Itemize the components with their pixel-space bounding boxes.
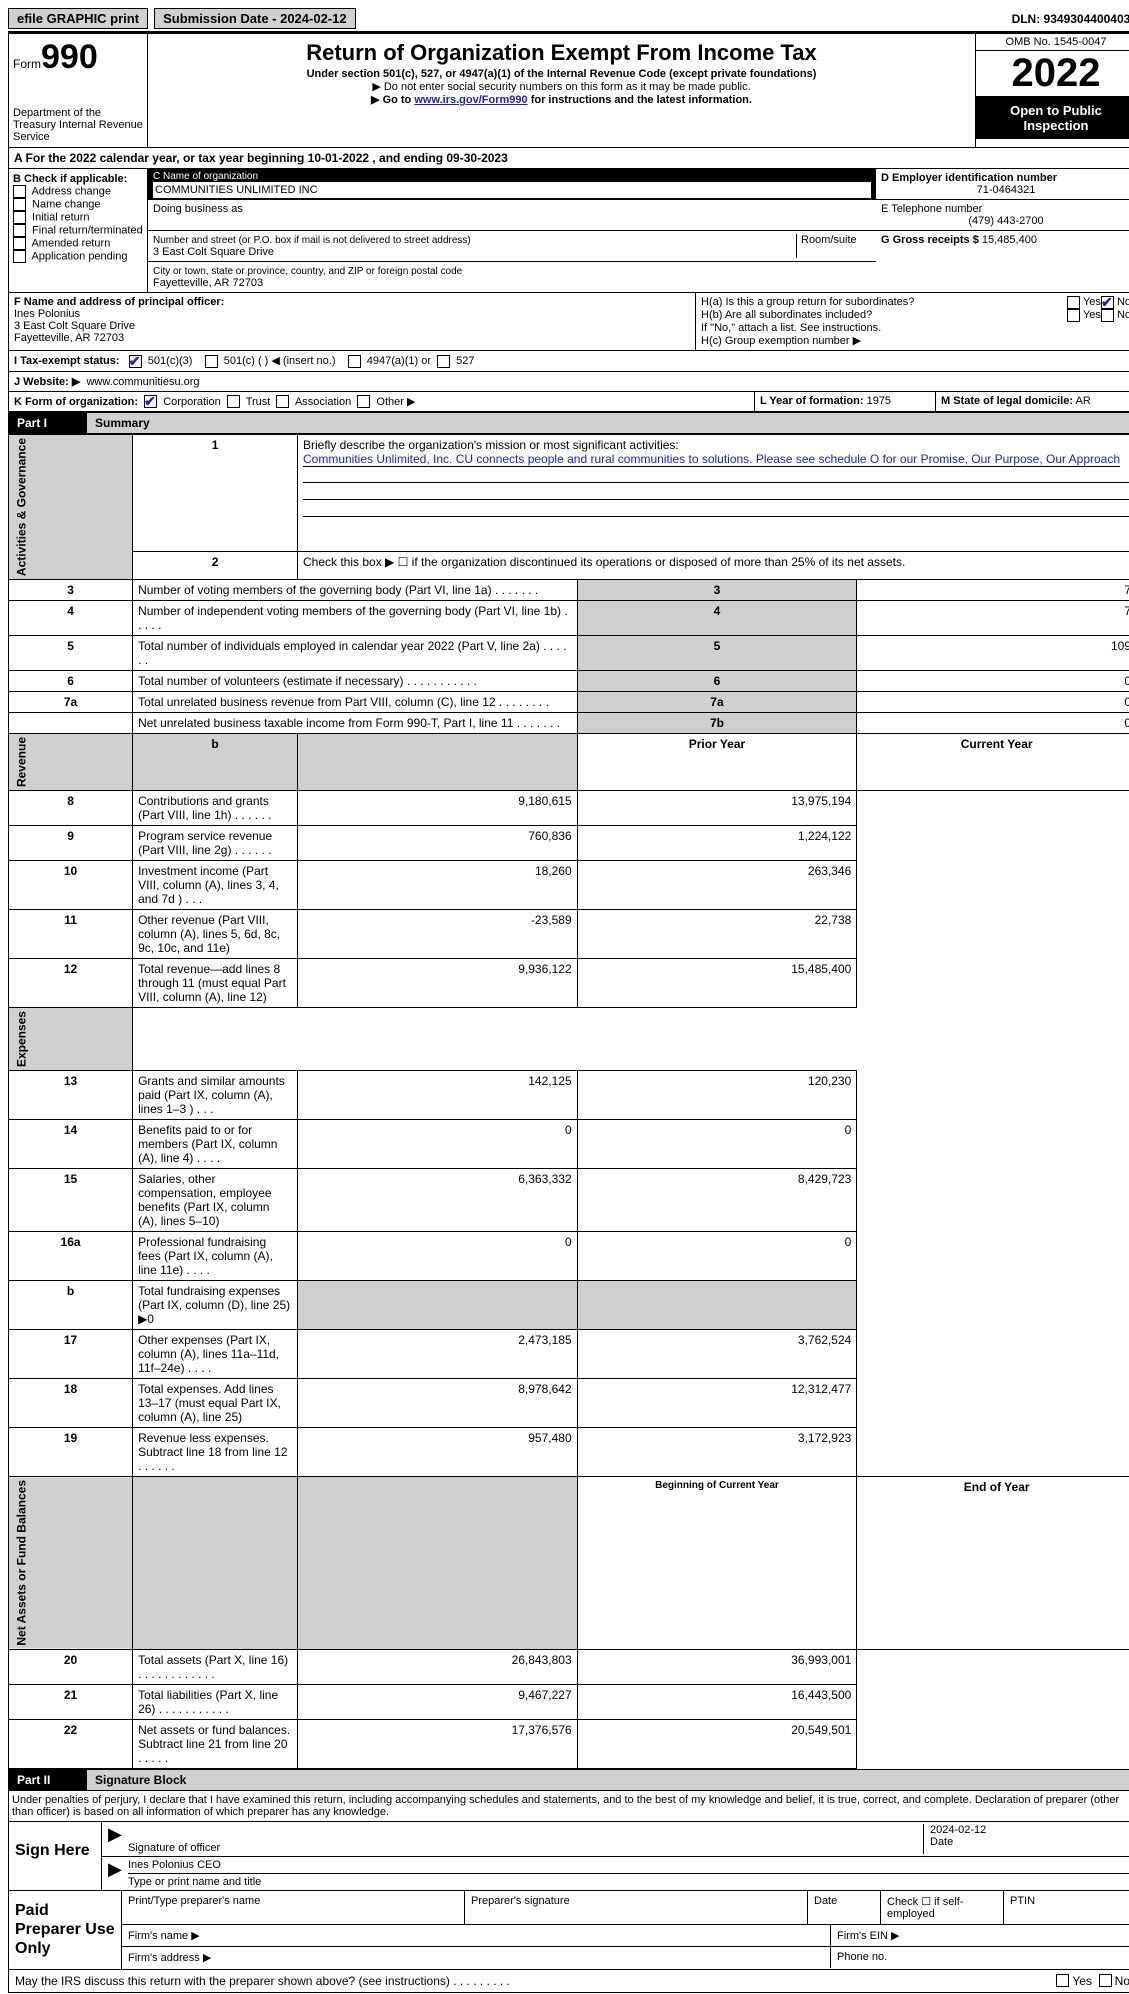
line-klm: K Form of organization: Corporation Trus… <box>8 392 1129 413</box>
table-row: 10Investment income (Part VIII, column (… <box>9 861 1129 910</box>
i-501c3[interactable] <box>129 355 142 368</box>
table-row: 9Program service revenue (Part VIII, lin… <box>9 826 1129 861</box>
table-row: Net unrelated business taxable income fr… <box>9 713 1129 734</box>
table-row: 7aTotal unrelated business revenue from … <box>9 692 1129 713</box>
dept-text: Department of the Treasury Internal Reve… <box>13 107 143 143</box>
website: www.communitiesu.org <box>86 376 199 388</box>
table-row: 14Benefits paid to or for members (Part … <box>9 1120 1129 1169</box>
sign-here-block: Sign Here ▶Signature of officer2024-02-1… <box>8 1822 1129 1891</box>
table-row: 18Total expenses. Add lines 13–17 (must … <box>9 1379 1129 1428</box>
block-fh: F Name and address of principal officer:… <box>8 293 1129 351</box>
table-row: 15Salaries, other compensation, employee… <box>9 1169 1129 1232</box>
block-deg: D Employer identification number71-04643… <box>876 169 1129 292</box>
block-c: C Name of organizationCOMMUNITIES UNLIMI… <box>148 169 876 292</box>
vtext-revenue: Revenue <box>9 734 133 791</box>
paid-preparer-block: Paid Preparer Use Only Print/Type prepar… <box>8 1891 1129 1970</box>
table-row: bTotal fundraising expenses (Part IX, co… <box>9 1281 1129 1330</box>
table-row: 6Total number of volunteers (estimate if… <box>9 671 1129 692</box>
k-trust[interactable] <box>227 395 240 408</box>
table-row: 12Total revenue—add lines 8 through 11 (… <box>9 959 1129 1008</box>
block-bcdeg: B Check if applicable: Address change Na… <box>8 169 1129 293</box>
hb-no[interactable] <box>1101 309 1114 322</box>
street-address: 3 East Colt Square Drive <box>153 246 274 258</box>
table-row: 16aProfessional fundraising fees (Part I… <box>9 1232 1129 1281</box>
form-title: Return of Organization Exempt From Incom… <box>156 40 967 66</box>
table-row: 4Number of independent voting members of… <box>9 601 1129 636</box>
table-row: 8Contributions and grants (Part VIII, li… <box>9 791 1129 826</box>
table-row: 3Number of voting members of the governi… <box>9 580 1129 601</box>
i-501c[interactable] <box>205 355 218 368</box>
line-i: I Tax-exempt status: 501(c)(3) 501(c) ( … <box>8 351 1129 372</box>
table-row: 11Other revenue (Part VIII, column (A), … <box>9 910 1129 959</box>
city-state-zip: Fayetteville, AR 72703 <box>153 277 263 289</box>
block-b: B Check if applicable: Address change Na… <box>9 169 148 292</box>
ein: 71-0464321 <box>881 184 1129 196</box>
irs-link[interactable]: www.irs.gov/Form990 <box>414 94 527 106</box>
table-row: 21Total liabilities (Part X, line 26) . … <box>9 1684 1129 1719</box>
officer-sig-name: Ines Polonius CEO <box>128 1859 221 1871</box>
may-irs-row: May the IRS discuss this return with the… <box>8 1970 1129 1993</box>
dln-text: DLN: 93493044004034 <box>1012 12 1129 26</box>
hb-yes[interactable] <box>1067 309 1080 322</box>
checkbox-initial-return: Initial return <box>13 211 143 224</box>
i-4947[interactable] <box>348 355 361 368</box>
top-bar: efile GRAPHIC print Submission Date - 20… <box>8 8 1129 33</box>
line-j: J Website: ▶ www.communitiesu.org <box>8 372 1129 392</box>
form-header: Form990 Department of the Treasury Inter… <box>8 33 1129 148</box>
form-number: 990 <box>41 38 98 76</box>
vtext-expenses: Expenses <box>9 1008 133 1071</box>
org-name: COMMUNITIES UNLIMITED INC <box>153 182 871 198</box>
table-row: 17Other expenses (Part IX, column (A), l… <box>9 1330 1129 1379</box>
mission-text: Communities Unlimited, Inc. CU connects … <box>303 452 1120 467</box>
omb-number: OMB No. 1545-0047 <box>976 34 1129 51</box>
submission-button[interactable]: Submission Date - 2024-02-12 <box>154 8 356 29</box>
table-row: 20Total assets (Part X, line 16) . . . .… <box>9 1649 1129 1684</box>
vtext-governance: Activities & Governance <box>9 435 133 580</box>
penalty-text: Under penalties of perjury, I declare th… <box>8 1791 1129 1822</box>
checkbox-final-return-terminated: Final return/terminated <box>13 224 143 237</box>
year-formation: 1975 <box>867 395 891 407</box>
k-corp[interactable] <box>144 395 157 408</box>
k-other[interactable] <box>357 395 370 408</box>
gross-receipts: 15,485,400 <box>982 234 1037 246</box>
table-row: 19Revenue less expenses. Subtract line 1… <box>9 1428 1129 1477</box>
part-1-header: Part I Summary <box>8 412 1129 434</box>
domicile-state: AR <box>1075 395 1090 407</box>
form-word: Form <box>13 57 41 71</box>
subtitle-1: Under section 501(c), 527, or 4947(a)(1)… <box>156 68 967 80</box>
efile-button[interactable]: efile GRAPHIC print <box>8 8 148 29</box>
checkbox-address-change: Address change <box>13 185 143 198</box>
ha-yes[interactable] <box>1067 296 1080 309</box>
ha-no[interactable] <box>1101 296 1114 309</box>
subtitle-2: ▶ Do not enter social security numbers o… <box>156 80 967 93</box>
checkbox-amended-return: Amended return <box>13 237 143 250</box>
table-row: 5Total number of individuals employed in… <box>9 636 1129 671</box>
i-527[interactable] <box>437 355 450 368</box>
tax-year: 2022 <box>976 51 1129 97</box>
line-a: A For the 2022 calendar year, or tax yea… <box>8 148 1129 169</box>
subtitle-3: ▶ Go to www.irs.gov/Form990 for instruct… <box>156 93 967 106</box>
irs-yes[interactable] <box>1056 1974 1069 1987</box>
open-public: Open to Public Inspection <box>976 97 1129 139</box>
checkbox-name-change: Name change <box>13 198 143 211</box>
part-2-header: Part II Signature Block <box>8 1769 1129 1791</box>
vtext-netassets: Net Assets or Fund Balances <box>9 1477 133 1650</box>
irs-no[interactable] <box>1099 1974 1112 1987</box>
officer-name: Ines Polonius <box>14 308 80 320</box>
checkbox-application-pending: Application pending <box>13 250 143 263</box>
summary-table: Activities & Governance 1 Briefly descri… <box>8 434 1129 1769</box>
phone: (479) 443-2700 <box>881 215 1129 227</box>
table-row: 13Grants and similar amounts paid (Part … <box>9 1071 1129 1120</box>
k-assoc[interactable] <box>276 395 289 408</box>
table-row: 22Net assets or fund balances. Subtract … <box>9 1719 1129 1768</box>
